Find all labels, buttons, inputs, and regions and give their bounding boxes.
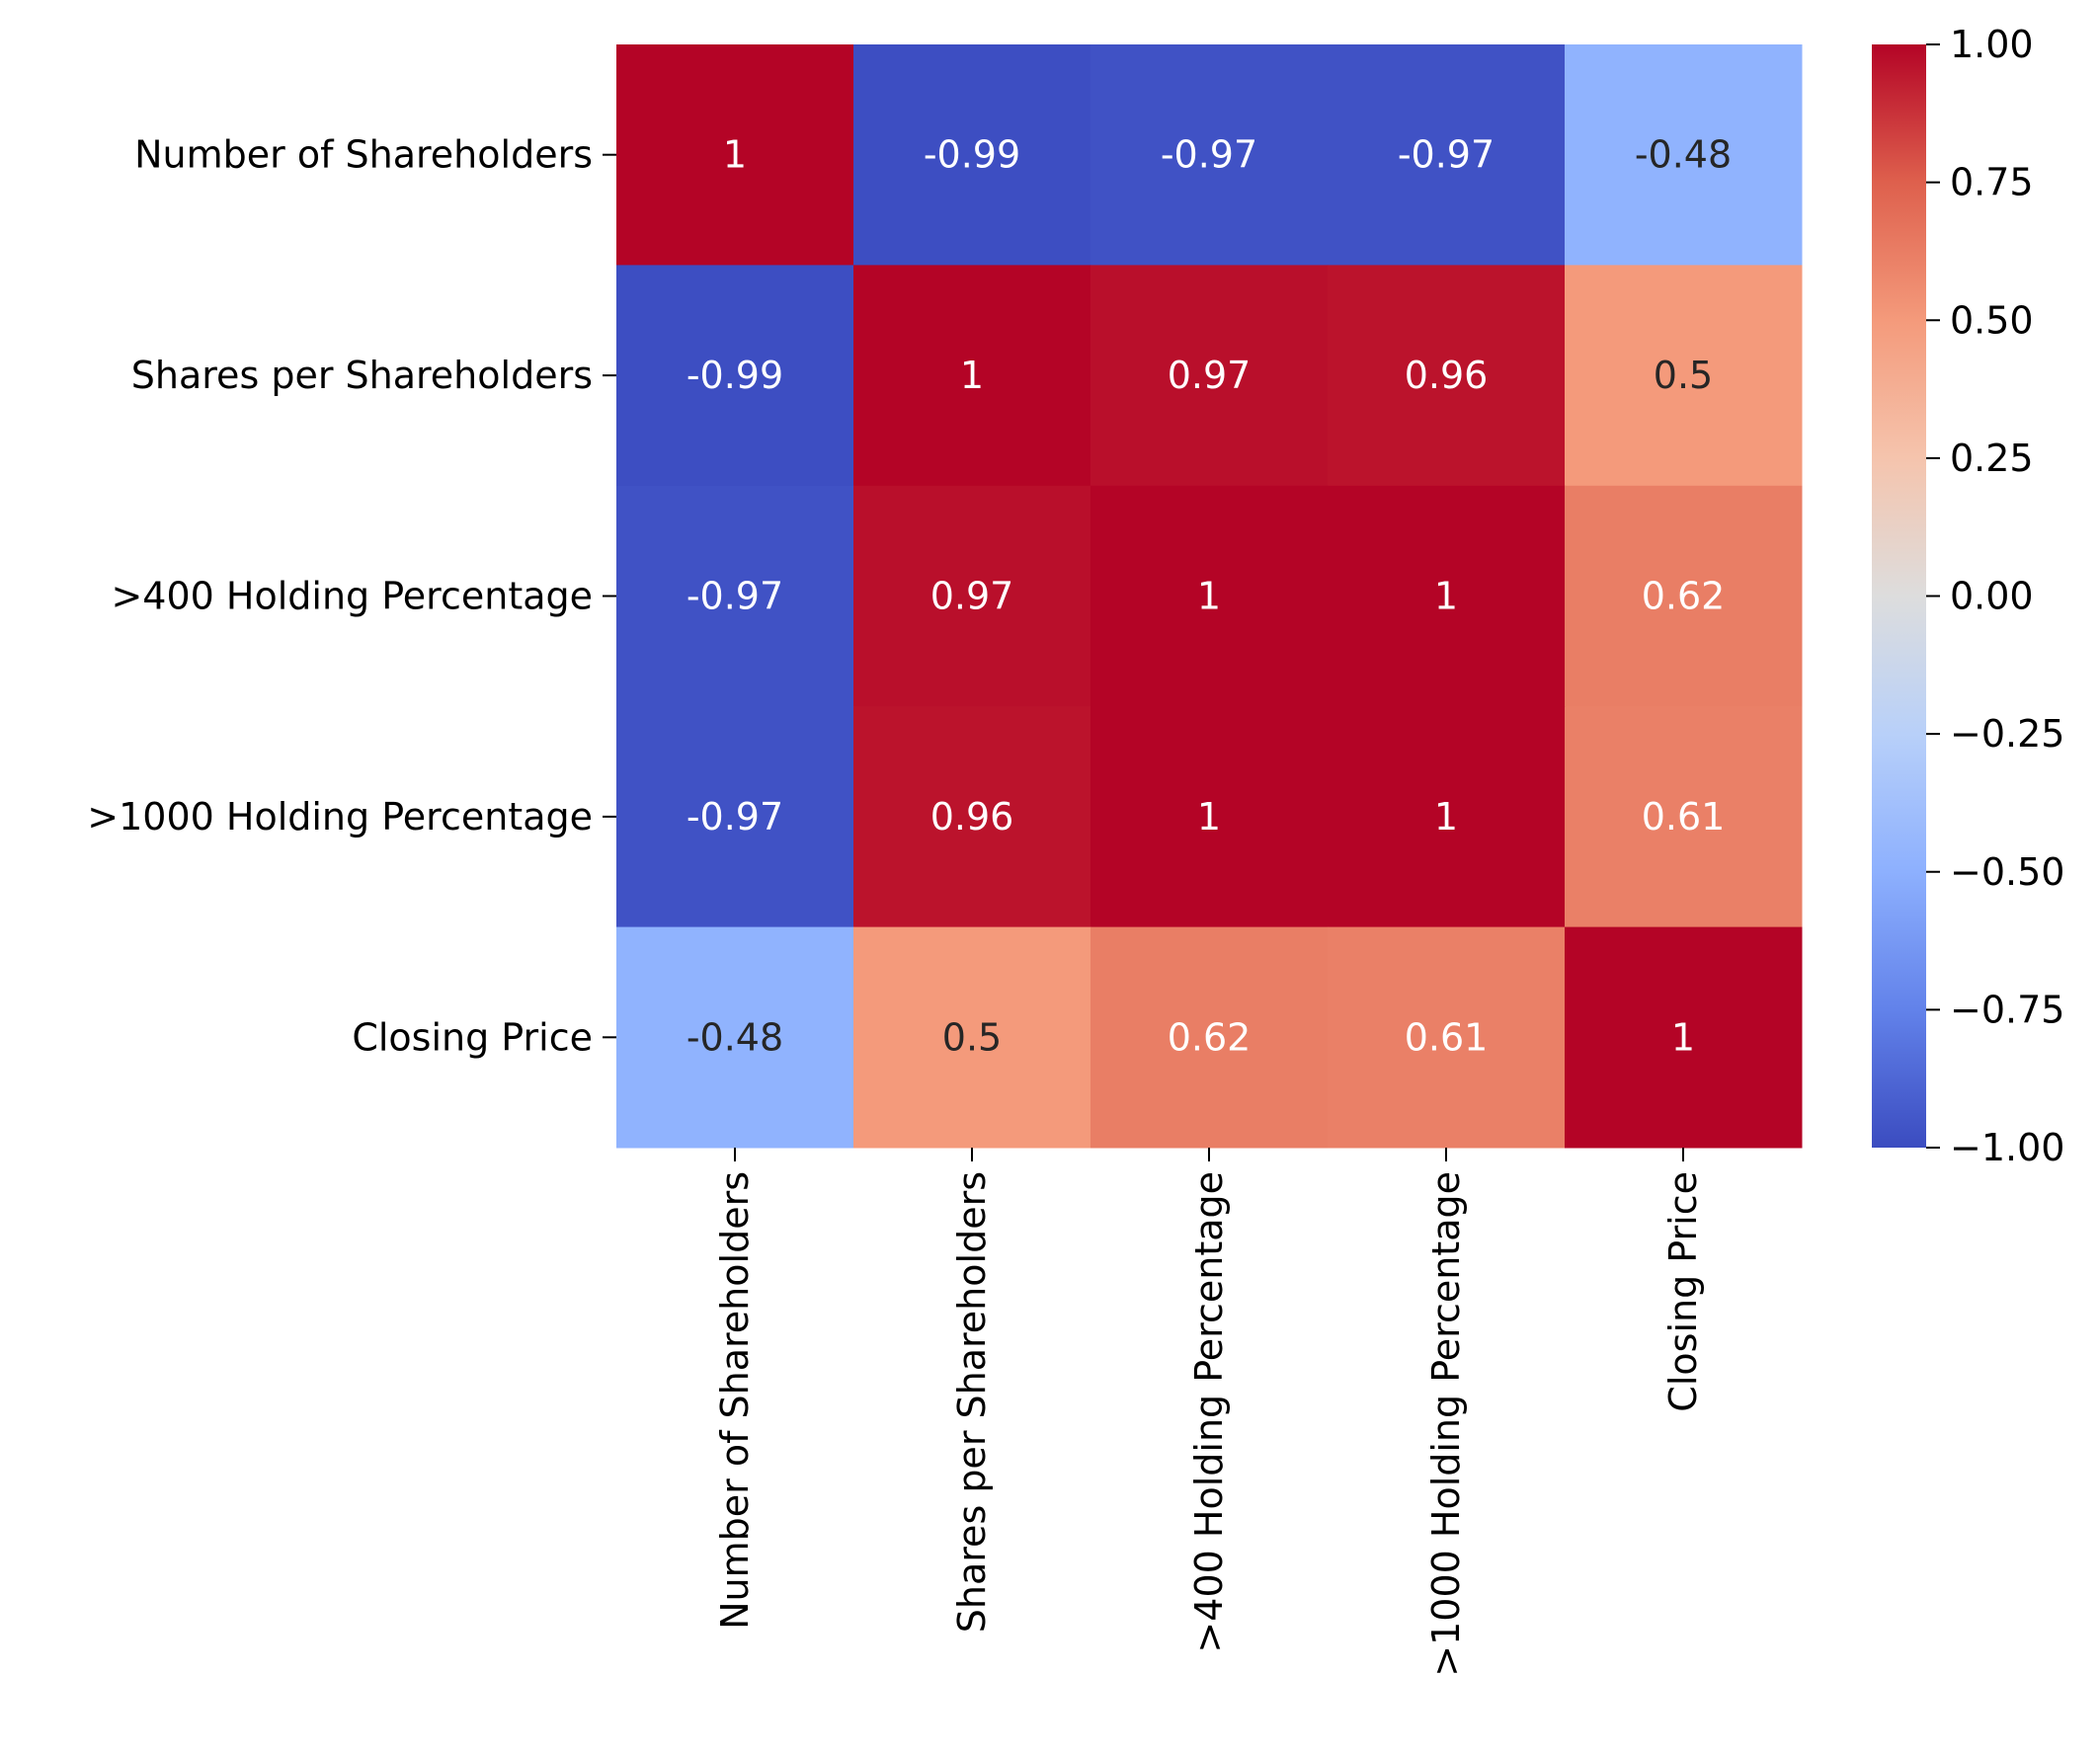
cell-annotation: 0.96 xyxy=(930,795,1014,838)
heatmap-cell xyxy=(1090,265,1329,487)
cell-annotation: 0.62 xyxy=(1642,575,1726,618)
cell-annotation: 1 xyxy=(1197,795,1221,838)
y-axis: Number of Shareholders Shares per Shareho… xyxy=(87,133,616,1059)
heatmap-cell xyxy=(616,926,854,1149)
colorbar-tick-label: −1.00 xyxy=(1950,1126,2064,1169)
cell-annotation: 0.5 xyxy=(942,1015,1002,1059)
cell-annotation: 1 xyxy=(1197,575,1221,618)
y-tick-label: >400 Holding Percentage xyxy=(111,575,593,618)
cell-annotation: 1 xyxy=(1434,795,1458,838)
heatmap-cell xyxy=(1328,265,1566,487)
cell-annotation: 0.61 xyxy=(1405,1015,1489,1059)
colorbar-tick-label: 0.00 xyxy=(1950,575,2034,618)
heatmap-cell xyxy=(1565,44,1803,266)
heatmap-cell xyxy=(1328,485,1566,707)
y-tick-label: Number of Shareholders xyxy=(134,133,593,177)
y-tick-label: >1000 Holding Percentage xyxy=(87,795,593,838)
heatmap-cell xyxy=(616,706,854,928)
cell-annotation: 1 xyxy=(960,354,984,397)
heatmap-cell xyxy=(853,265,1091,487)
x-tick-label: Number of Shareholders xyxy=(713,1171,757,1630)
heatmap-annotations: 1 -0.99 -0.97 -0.97 -0.48 -0.99 1 0.97 0.96 0.5 -0… xyxy=(687,133,1732,1060)
heatmap-cell xyxy=(1565,706,1803,928)
heatmap-cell xyxy=(1565,265,1803,487)
cell-annotation: -0.97 xyxy=(1161,133,1257,177)
heatmap-cell xyxy=(1565,926,1803,1149)
cell-annotation: 0.97 xyxy=(930,575,1014,618)
colorbar-tick-label: −0.50 xyxy=(1950,850,2064,894)
heatmap-cell xyxy=(853,926,1091,1149)
colorbar-gradient xyxy=(1872,44,1926,1148)
heatmap-cell xyxy=(853,44,1091,266)
cell-annotation: -0.97 xyxy=(687,795,783,838)
cell-annotation: -0.48 xyxy=(687,1015,783,1059)
cell-annotation: 0.5 xyxy=(1654,354,1713,397)
colorbar-tick-label: 1.00 xyxy=(1950,23,2034,66)
x-tick-label: Shares per Shareholders xyxy=(950,1171,994,1633)
x-tick-label: >400 Holding Percentage xyxy=(1187,1171,1231,1653)
heatmap-cell xyxy=(1090,485,1329,707)
cell-annotation: -0.97 xyxy=(687,575,783,618)
heatmap-cell xyxy=(1328,706,1566,928)
heatmap-cell xyxy=(616,265,854,487)
cell-annotation: -0.97 xyxy=(1398,133,1494,177)
heatmap-cell xyxy=(1090,926,1329,1149)
heatmap-cell xyxy=(616,485,854,707)
cell-annotation: -0.48 xyxy=(1635,133,1732,177)
colorbar-tick-label: −0.75 xyxy=(1950,988,2064,1031)
cell-annotation: -0.99 xyxy=(924,133,1020,177)
heatmap-cell xyxy=(616,44,854,266)
cell-annotation: 1 xyxy=(1671,1015,1695,1059)
x-tick-label: Closing Price xyxy=(1661,1171,1705,1412)
colorbar-tick-label: −0.25 xyxy=(1950,712,2064,756)
heatmap-cell xyxy=(853,706,1091,928)
heatmap-cells xyxy=(616,44,1803,1149)
y-tick-label: Closing Price xyxy=(352,1015,593,1059)
heatmap-cell xyxy=(1090,44,1329,266)
heatmap-cell xyxy=(1565,485,1803,707)
x-axis: Number of Shareholders Shares per Shareho… xyxy=(713,1148,1705,1677)
cell-annotation: 1 xyxy=(1434,575,1458,618)
heatmap-cell xyxy=(1328,926,1566,1149)
cell-annotation: 0.97 xyxy=(1168,354,1252,397)
colorbar-tick-label: 0.50 xyxy=(1950,298,2034,342)
cell-annotation: 1 xyxy=(723,133,747,177)
colorbar: 1.00 0.75 0.50 0.25 0.00 −0.25 −0.50 −0.75 −1.00 xyxy=(1872,23,2064,1169)
cell-annotation: 0.61 xyxy=(1642,795,1726,838)
heatmap-cell xyxy=(853,485,1091,707)
cell-annotation: 0.96 xyxy=(1405,354,1489,397)
colorbar-tick-label: 0.25 xyxy=(1950,437,2034,480)
x-tick-label: >1000 Holding Percentage xyxy=(1424,1171,1468,1677)
colorbar-tick-label: 0.75 xyxy=(1950,161,2034,204)
y-tick-label: Shares per Shareholders xyxy=(131,354,593,397)
cell-annotation: -0.99 xyxy=(687,354,783,397)
cell-annotation: 0.62 xyxy=(1168,1015,1252,1059)
heatmap-cell xyxy=(1090,706,1329,928)
heatmap-cell xyxy=(1328,44,1566,266)
